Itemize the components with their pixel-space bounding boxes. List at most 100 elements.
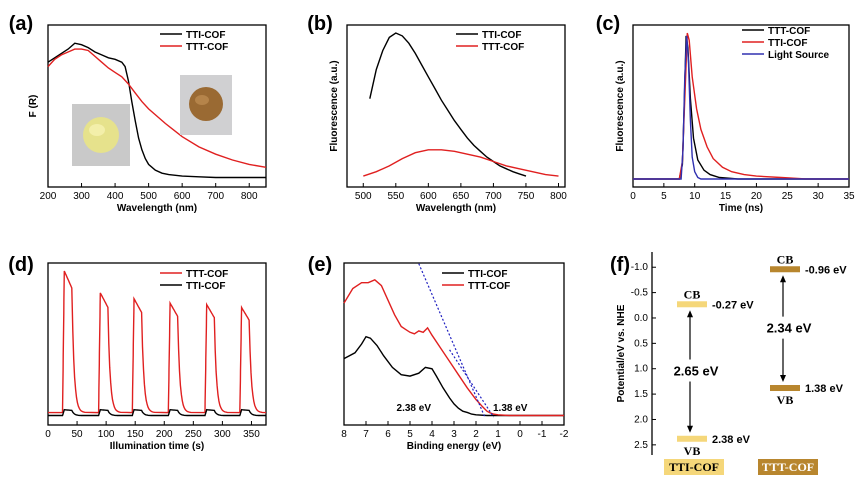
chart-panel-5: (e) 8 7 6 5 4 3 2 1 0 -1 -2 Binding energy (eV) 2.38 … [308,254,569,452]
bandgap-label: 2.34 eV [767,321,812,336]
material-tag-label: TTT-COF [762,460,814,474]
y-tick-label: 0.0 [634,313,648,324]
x-tick-label: 20 [751,191,763,202]
cb-label: CB [777,252,794,266]
legend-label: TTI-COF [186,30,225,41]
chart-panel-6: (f) -1.0 -0.5 0.0 0.5 1.0 1.5 2.0 2.5 Potential/e… [610,252,847,475]
chart-panel-3: (c) 0 5 10 15 20 25 30 35 Time (ns) Fluorescence (… [596,13,855,214]
x-tick-label: 350 [243,429,260,440]
x-tick-label: 3 [451,429,457,440]
tangent-guide-line-2 [449,349,495,418]
bandgap-annotation: 2.38 eV [397,403,432,414]
arrow-up-icon [780,275,786,283]
bandgap-annotation: 1.38 eV [493,403,528,414]
x-tick-label: 200 [40,191,57,202]
y-tick-label: 2.5 [634,440,648,451]
y-tick-label: 1.0 [634,364,648,375]
conduction-band-bar [770,266,800,273]
x-tick-label: 4 [429,429,435,440]
y-axis-label: Fluorescence (a.u.) [615,60,626,151]
legend-label: TTT-COF [768,26,810,37]
chart-panel-2: (b) 500 550 600 650 700 750 800 Wavelength (nm) F… [307,13,567,214]
cb-label: CB [684,287,701,301]
x-tick-label: 700 [485,191,502,202]
series-line-1 [48,270,267,414]
series-line-2 [343,278,564,417]
legend-label: TTT-COF [186,42,228,53]
x-tick-label: 35 [843,191,855,202]
x-tick-label: 15 [720,191,732,202]
plot-frame [346,24,566,188]
material-tag-label: TTI-COF [669,460,719,474]
plot-frame [632,24,850,188]
x-tick-label: 500 [355,191,372,202]
x-axis-label: Binding energy (eV) [407,441,501,452]
vb-energy-label: 1.38 eV [805,383,844,395]
panel-label: (f) [610,254,630,276]
yellow-powder-highlight [89,124,105,136]
series-line-1 [343,335,564,417]
x-tick-label: 10 [689,191,701,202]
valence-band-bar [677,435,707,442]
legend-label: TTI-COF [768,38,807,49]
y-tick-label: 0.5 [634,338,648,349]
x-tick-label: 650 [453,191,470,202]
x-tick-label: 0 [517,429,523,440]
x-tick-label: 2 [473,429,479,440]
arrow-up-icon [687,310,693,318]
legend-label: Light Source [768,50,830,61]
y-axis-label: F (R) [28,95,39,118]
brown-powder-highlight [195,95,209,105]
series-line-1 [47,42,266,179]
arrow-down-icon [687,425,693,433]
panel-label: (c) [596,13,620,35]
x-tick-label: 0 [630,191,636,202]
panel-label: (e) [308,254,332,276]
y-tick-label: 2.0 [634,414,648,425]
panel-label: (b) [307,13,333,35]
x-tick-label: 300 [214,429,231,440]
x-tick-label: 500 [140,191,157,202]
x-tick-label: 50 [72,429,84,440]
x-tick-label: 600 [174,191,191,202]
x-tick-label: 400 [107,191,124,202]
y-axis-label: Fluorescence (a.u.) [329,60,340,151]
x-axis-label: Wavelength (nm) [416,203,496,214]
x-tick-label: 7 [363,429,369,440]
plot-frame [47,24,267,188]
x-tick-label: 600 [420,191,437,202]
y-tick-label: 1.5 [634,389,648,400]
x-tick-label: 6 [385,429,391,440]
plot-frame [47,262,267,426]
series-line-2 [48,408,266,417]
legend-label: TTT-COF [468,281,510,292]
bandgap-label: 2.65 eV [674,364,719,379]
panel-label: (d) [8,254,34,276]
material-tag [664,459,724,475]
x-tick-label: 100 [98,429,115,440]
legend-label: TTT-COF [186,269,228,280]
x-tick-label: 25 [782,191,794,202]
x-tick-label: 5 [661,191,667,202]
y-axis-label: Potential/eV vs. NHE [616,304,627,402]
series-line-3 [633,35,849,180]
x-tick-label: 8 [341,429,347,440]
x-axis-label: Wavelength (nm) [117,203,197,214]
x-tick-label: 750 [518,191,535,202]
plot-frame [343,262,565,426]
x-tick-label: 0 [45,429,51,440]
x-tick-label: 150 [127,429,144,440]
x-tick-label: 5 [407,429,413,440]
y-tick-label: -1.0 [631,262,649,273]
legend-label: TTI-COF [482,30,521,41]
valence-band-bar [770,385,800,392]
conduction-band-bar [677,301,707,308]
x-tick-label: -1 [538,429,547,440]
cb-energy-label: -0.27 eV [712,299,754,311]
cb-energy-label: -0.96 eV [805,264,847,276]
y-tick-label: -0.5 [631,288,649,299]
x-tick-label: 250 [185,429,202,440]
x-tick-label: 700 [207,191,224,202]
x-tick-label: -2 [560,429,569,440]
